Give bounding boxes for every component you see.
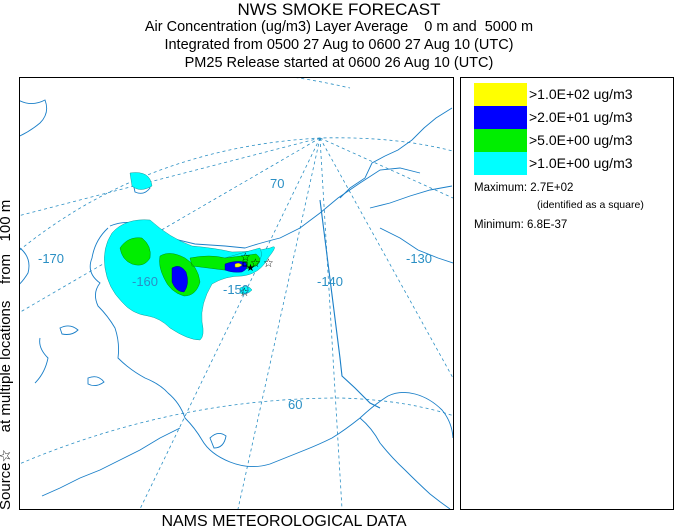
lon-label-150: -150 — [223, 282, 249, 297]
plume-level-3 — [171, 261, 248, 293]
lat-line-70 — [20, 137, 453, 251]
alaska-coast — [89, 167, 453, 467]
legend-swatch-1 — [474, 83, 527, 106]
source-markers: ☆ ☆ ☆ ☆ ★ — [239, 250, 274, 299]
subtitle-release: PM25 Release started at 0600 26 Aug 10 (… — [184, 55, 494, 71]
subtitle-integration: Integrated from 0500 27 Aug to 0600 27 A… — [164, 37, 514, 53]
island-kodiak — [209, 433, 227, 449]
smoke-plume — [104, 172, 275, 341]
legend-swatch-4 — [474, 152, 527, 175]
lat-line-80 — [296, 78, 351, 89]
map-panel: ☆ ☆ ☆ ☆ ★ -170 -160 -150 -140 -130 70 60 — [19, 77, 454, 510]
panhandle-coast — [359, 417, 451, 509]
source-star-icon: ☆ — [240, 250, 251, 264]
lon-label-140: -140 — [317, 274, 343, 289]
legend-panel: >1.0E+02 ug/m3 >2.0E+01 ug/m3 >5.0E+00 u… — [460, 77, 674, 510]
plume-level-4 — [234, 263, 243, 268]
legend-label-3: >5.0E+00 ug/m3 — [529, 132, 633, 148]
subtitle-concentration: Air Concentration (ug/m3) Layer Average … — [144, 19, 534, 35]
source-side-label: Source☆ at multiple locations from 100 m — [0, 200, 14, 510]
lat-line-60 — [20, 397, 453, 465]
island-nunivak — [87, 376, 105, 387]
lon-label-160: -160 — [132, 274, 158, 289]
lon-line-160 — [139, 137, 321, 509]
plume-level-2 — [119, 237, 261, 297]
lat-label-70: 70 — [270, 176, 284, 191]
legend-label-4: >1.0E+00 ug/m3 — [529, 155, 633, 171]
canada-coast — [339, 107, 453, 264]
source-star-icon: ★ — [246, 263, 255, 274]
legend-maximum-note: (identified as a square) — [537, 199, 644, 211]
lon-line-130 — [319, 137, 453, 379]
legend-label-2: >2.0E+01 ug/m3 — [529, 109, 633, 125]
lat-label-60: 60 — [288, 397, 302, 412]
legend-swatch-2 — [474, 106, 527, 129]
island-st-lawrence — [59, 325, 79, 335]
lon-label-170: -170 — [38, 251, 64, 266]
meteorological-data-label: NAMS METEOROLOGICAL DATA — [161, 513, 407, 530]
source-star-icon: ☆ — [250, 256, 261, 270]
siberia-coast — [20, 99, 49, 384]
legend-maximum: Maximum: 2.7E+02 — [474, 182, 574, 194]
alaska-canada-border — [319, 199, 381, 409]
plume-level-1 — [104, 172, 275, 341]
legend-swatch-3 — [474, 129, 527, 152]
maximum-square-icon — [242, 261, 248, 267]
legend-minimum: Minimum: 6.8E-37 — [474, 219, 568, 231]
aleutian-chain — [41, 427, 181, 497]
legend-label-1: >1.0E+02 ug/m3 — [529, 86, 633, 102]
page-title: NWS SMOKE FORECAST — [237, 0, 441, 19]
lon-line-140 — [319, 137, 343, 509]
lon-label-130: -130 — [406, 251, 432, 266]
graticule-labels: -170 -160 -150 -140 -130 70 60 — [38, 176, 432, 412]
lon-line-180 — [20, 137, 321, 216]
source-star-icon: ☆ — [263, 256, 274, 270]
lon-line-150 — [237, 137, 321, 509]
lon-line-120 — [319, 137, 453, 199]
map-svg: ☆ ☆ ☆ ☆ ★ -170 -160 -150 -140 -130 70 60 — [20, 78, 453, 509]
source-star-icon: ☆ — [239, 285, 250, 299]
